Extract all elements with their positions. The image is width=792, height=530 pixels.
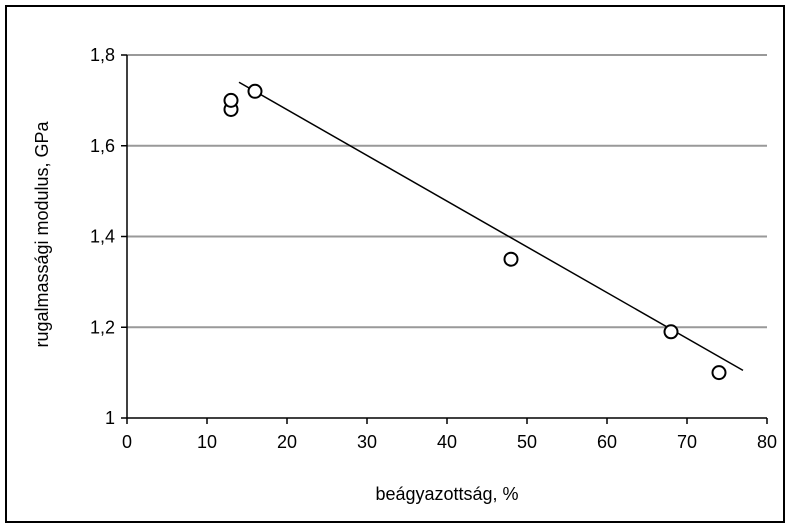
data-point [663, 324, 679, 340]
x-tick-label: 10 [197, 432, 217, 452]
x-tick-label: 80 [757, 432, 777, 452]
data-points [223, 83, 727, 381]
x-tick-label: 30 [357, 432, 377, 452]
x-tick-label: 50 [517, 432, 537, 452]
y-axis-title: rugalmassági modulus, GPa [32, 120, 52, 347]
data-point [223, 92, 239, 108]
trendline-layer [238, 81, 744, 372]
x-tick-label: 60 [597, 432, 617, 452]
chart-frame [5, 5, 785, 523]
grid-lines [127, 54, 767, 329]
data-point [503, 251, 519, 267]
y-tick-label: 1 [105, 408, 115, 428]
linear-trendline [238, 81, 744, 372]
y-tick-label: 1,4 [90, 227, 115, 247]
x-tick-label: 0 [122, 432, 132, 452]
y-tick-label: 1,6 [90, 136, 115, 156]
x-tick-label: 20 [277, 432, 297, 452]
x-axis-title: beágyazottság, % [375, 484, 518, 504]
data-point [711, 365, 727, 381]
x-tick-labels: 0 10 20 30 40 50 60 70 80 [122, 418, 777, 452]
x-tick-label: 70 [677, 432, 697, 452]
y-tick-label: 1,8 [90, 45, 115, 65]
x-tick-label: 40 [437, 432, 457, 452]
y-tick-labels: 1 1,2 1,4 1,6 1,8 [90, 45, 127, 428]
data-point [247, 83, 263, 99]
y-tick-label: 1,2 [90, 317, 115, 337]
